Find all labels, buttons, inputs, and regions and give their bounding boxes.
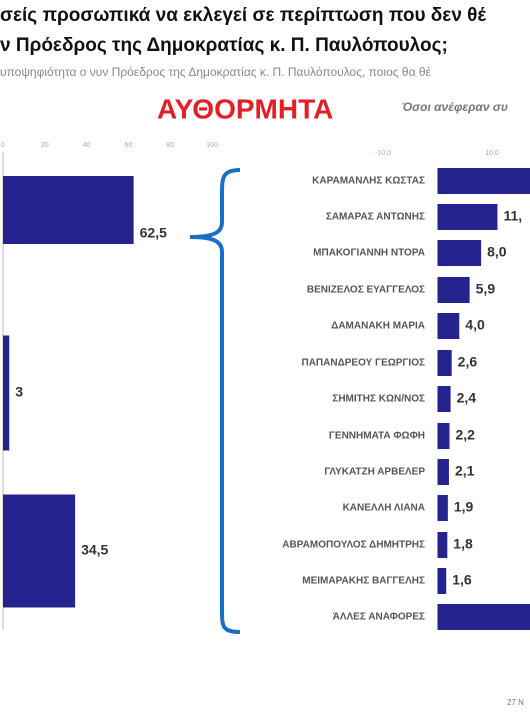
bar <box>437 423 450 449</box>
value-label: 3 <box>15 384 23 400</box>
value-label: 1,9 <box>454 499 474 515</box>
value-label: 2,2 <box>455 427 475 443</box>
value-label: 5,9 <box>476 281 496 297</box>
bar <box>437 313 460 339</box>
category-label: ΜΠΑΚΟΓΙΑΝΝΗ ΝΤΟΡΑ <box>313 248 425 259</box>
value-label: 2,6 <box>458 354 478 370</box>
category-label: ΜΕΙΜΑΡΑΚΗΣ ΒΑΓΓΕΛΗΣ <box>302 576 425 587</box>
bar <box>437 350 452 376</box>
category-label: ΓΛΥΚΑΤΖΗ ΑΡΒΕΛΕΡ <box>324 467 425 478</box>
bar <box>437 495 448 521</box>
bar <box>437 459 449 485</box>
x-tick-label: 10,0 <box>485 150 499 157</box>
value-label: 11, <box>503 208 522 224</box>
value-label: 62,5 <box>140 225 167 241</box>
x-tick-label: 40 <box>83 142 91 149</box>
value-label: 4,0 <box>465 317 485 333</box>
bar <box>3 494 76 608</box>
category-label: ΒΕΝΙΖΕΛΟΣ ΕΥΑΓΓΕΛΟΣ <box>307 285 425 296</box>
bar <box>437 240 482 266</box>
category-label: ΣΑΜΑΡΑΣ ΑΝΤΩΝΗΣ <box>326 212 425 223</box>
bar <box>437 277 470 303</box>
value-label: 2,1 <box>455 463 475 479</box>
category-label: ΣΗΜΙΤΗΣ ΚΩΝ/ΝΟΣ <box>332 394 425 405</box>
x-tick-label: 60 <box>125 142 133 149</box>
x-tick-label: 100 <box>206 142 218 149</box>
bar <box>437 532 448 558</box>
bar <box>3 176 134 244</box>
x-tick-label: 20 <box>41 142 49 149</box>
bar <box>437 168 530 194</box>
value-label: 1,8 <box>453 536 473 552</box>
value-label: 8,0 <box>487 244 507 260</box>
x-tick-label: 0 <box>1 142 5 149</box>
category-label: ΆΛΛΕΣ ΑΝΑΦΟΡΕΣ <box>333 612 425 623</box>
bar <box>3 335 10 451</box>
tag: ΑΥΘΟΡΜΗΤΑ <box>157 93 333 124</box>
value-label: 2,4 <box>457 390 477 406</box>
bar <box>437 204 498 230</box>
category-label: ΠΑΠΑΝΔΡΕΟΥ ΓΕΩΡΓΙΟΣ <box>301 358 425 369</box>
x-tick-label: -10,0 <box>375 150 391 157</box>
title-line: σείς προσωπικά να εκλεγεί σε περίπτωση π… <box>0 5 486 26</box>
bar <box>437 568 447 594</box>
x-tick-label: 80 <box>166 142 174 149</box>
category-label: ΑΒΡΑΜΟΠΟΥΛΟΣ ΔΗΜΗΤΡΗΣ <box>282 540 425 551</box>
brace <box>189 168 241 634</box>
bar <box>437 604 530 630</box>
value-label: 1,6 <box>452 572 472 588</box>
title-line: ν Πρόεδρος της Δημοκρατίας κ. Π. Παυλόπο… <box>0 35 448 56</box>
subtitle: υποψηφιότητα ο νυν Πρόεδρος της Δημοκρατ… <box>0 65 432 79</box>
category-label: ΚΑΝΕΛΛΗ ΛΙΑΝΑ <box>343 503 425 514</box>
category-label: ΚΑΡΑΜΑΝΛΗΣ ΚΩΣΤΑΣ <box>312 176 425 187</box>
category-label: ΔΑΜΑΝΑΚΗ ΜΑΡΙΑ <box>331 321 425 332</box>
value-label: 34,5 <box>81 542 108 558</box>
bar <box>437 386 451 412</box>
category-label: ΓΕΝΝΗΜΑΤΑ ΦΩΦΗ <box>329 431 425 442</box>
footer: 27 Ν <box>507 698 524 707</box>
note: Όσοι ανέφεραν συ <box>402 100 508 114</box>
